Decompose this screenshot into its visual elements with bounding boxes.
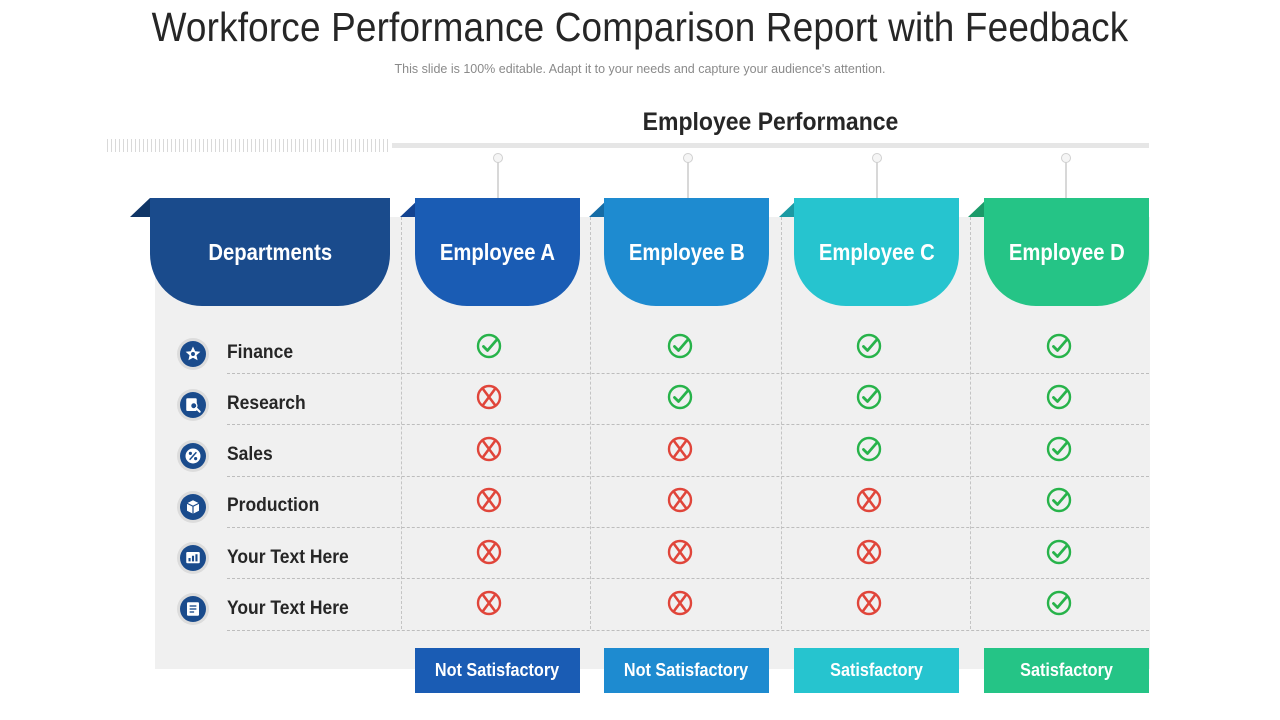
connector-stem [876,160,878,200]
department-label-production: Production [227,495,320,516]
check-icon [666,332,694,360]
finance-star-icon [177,338,209,370]
rating-employee-c: Satisfactory [794,648,959,693]
column-divider [590,217,591,629]
check-icon [1045,435,1073,463]
employee-b-name: Employee B [628,238,745,265]
connector-dot [683,153,693,163]
check-icon [1045,486,1073,514]
cross-icon [666,538,694,566]
performance-bar [392,143,1149,148]
row-divider [227,424,1149,425]
rating-label: Satisfactory [1020,660,1113,680]
check-icon [1045,332,1073,360]
employee-d-header: Employee D [984,198,1149,306]
employee-a-header: Employee A [415,198,580,306]
page-title: Workforce Performance Comparison Report … [151,4,1129,50]
department-label-text-1: Your Text Here [227,547,349,568]
check-icon [855,332,883,360]
cross-icon [475,435,503,463]
rating-employee-d: Satisfactory [984,648,1149,693]
page-subtitle: This slide is 100% editable. Adapt it to… [394,62,886,76]
employee-c-header: Employee C [794,198,959,306]
connector-stem [1065,160,1067,200]
connector-stem [687,160,689,200]
rating-employee-a: Not Satisfactory [415,648,580,693]
check-icon [855,383,883,411]
header-fold [130,198,150,217]
employee-c-name: Employee C [818,238,935,265]
document-icon [177,593,209,625]
cross-icon [475,589,503,617]
rating-employee-b: Not Satisfactory [604,648,769,693]
row-divider [227,476,1149,477]
rating-label: Not Satisfactory [435,660,560,680]
connector-dot [493,153,503,163]
connector-stem [497,160,499,200]
employee-d-name: Employee D [1008,238,1125,265]
row-divider [227,373,1149,374]
check-icon [855,435,883,463]
departments-header: Departments [150,198,390,306]
header-fold [968,198,988,217]
cross-icon [475,538,503,566]
employee-a-name: Employee A [439,238,556,265]
rating-label: Satisfactory [830,660,923,680]
chart-icon [177,542,209,574]
connector-dot [872,153,882,163]
department-label-research: Research [227,393,306,414]
department-label-finance: Finance [227,342,294,363]
performance-label: Employee Performance [642,108,899,136]
departments-header-label: Departments [208,238,332,265]
cross-icon [855,538,883,566]
connector-dot [1061,153,1071,163]
row-divider [227,527,1149,528]
sales-percent-icon [177,440,209,472]
check-icon [1045,383,1073,411]
check-icon [475,332,503,360]
row-divider [227,630,1149,631]
cross-icon [475,486,503,514]
check-icon [1045,589,1073,617]
check-icon [1045,538,1073,566]
column-divider [781,217,782,629]
department-label-sales: Sales [227,444,273,465]
cross-icon [855,589,883,617]
cross-icon [475,383,503,411]
check-icon [666,383,694,411]
column-divider [401,217,402,629]
rating-label: Not Satisfactory [624,660,749,680]
cross-icon [666,486,694,514]
cross-icon [855,486,883,514]
production-box-icon [177,491,209,523]
cross-icon [666,435,694,463]
department-label-text-2: Your Text Here [227,598,349,619]
column-divider [970,217,971,629]
row-divider [227,578,1149,579]
decorative-hatch [107,139,390,152]
cross-icon [666,589,694,617]
research-magnifier-icon [177,389,209,421]
employee-b-header: Employee B [604,198,769,306]
